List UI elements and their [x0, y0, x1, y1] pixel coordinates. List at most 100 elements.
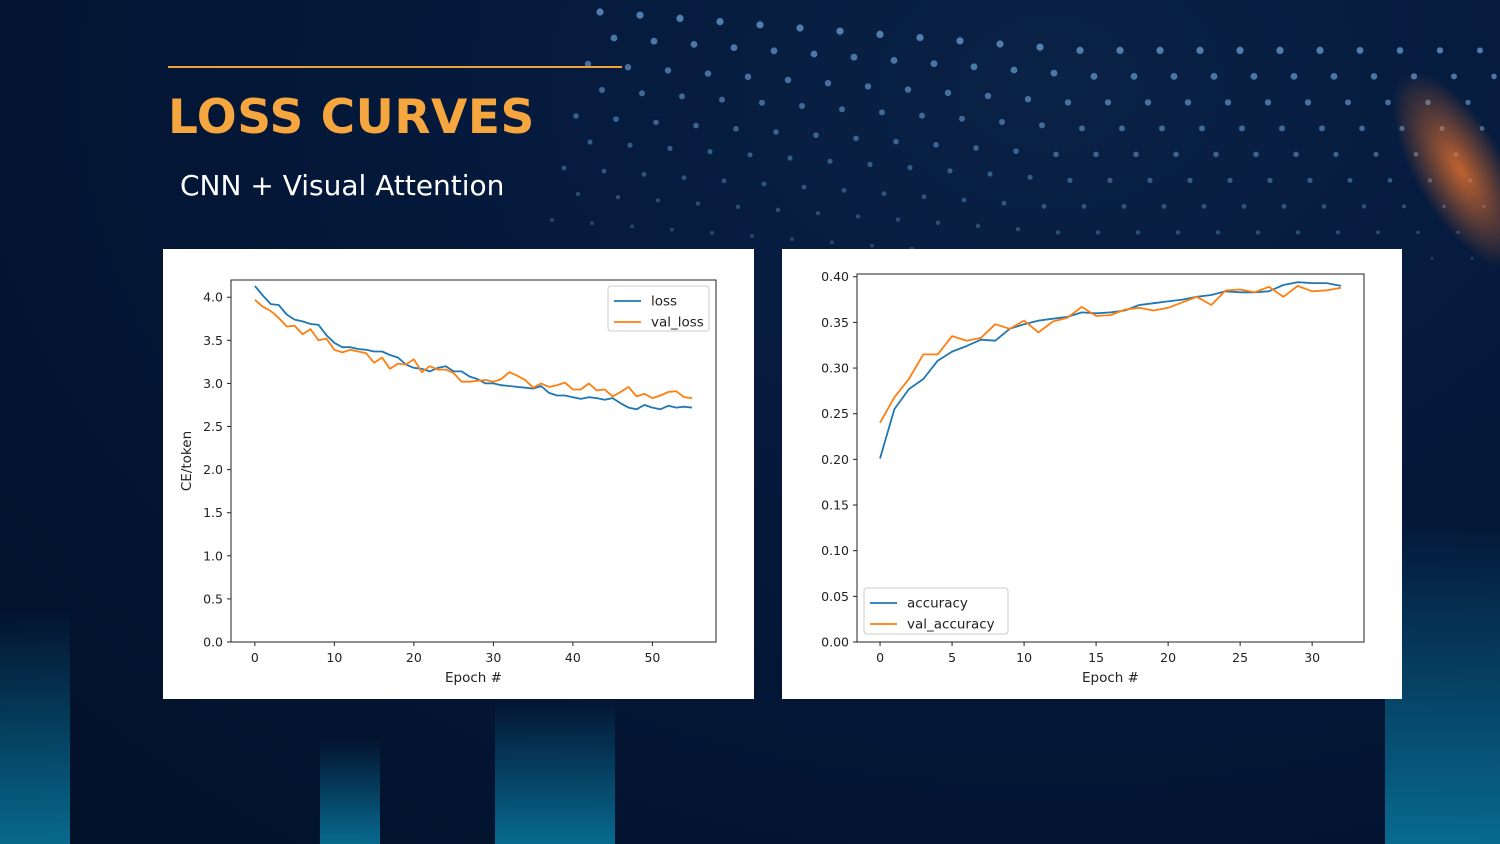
decorative-dot: [1135, 230, 1141, 235]
decorative-dot: [1116, 46, 1124, 55]
decorative-dot: [973, 145, 979, 151]
decorative-dot: [827, 158, 833, 164]
decorative-dot: [1161, 204, 1167, 209]
decorative-dot: [707, 149, 713, 155]
decorative-dot: [624, 63, 632, 71]
decorative-dot: [676, 14, 684, 22]
decorative-dot: [921, 194, 927, 200]
decorative-dot: [750, 234, 754, 238]
decorative-dot: [1055, 230, 1061, 235]
x-axis-label: Epoch #: [1082, 670, 1139, 686]
teal-light-beam: [495, 700, 615, 844]
decorative-dot: [907, 165, 913, 171]
decorative-dot: [1041, 204, 1047, 209]
decorative-dot: [1039, 122, 1045, 129]
decorative-dot: [721, 178, 727, 184]
decorative-dot: [1253, 151, 1259, 158]
series-line-loss: [254, 285, 693, 411]
decorative-dot: [850, 53, 858, 61]
decorative-dot: [870, 243, 874, 248]
decorative-dot: [1373, 151, 1379, 157]
orange-glow: [1392, 72, 1500, 268]
decorative-dot: [655, 198, 661, 203]
x-tick-label: 0: [251, 650, 259, 665]
decorative-dot: [879, 109, 885, 116]
slide-title: LOSS CURVES: [168, 90, 535, 145]
decorative-dot: [1416, 230, 1420, 235]
decorative-dot: [895, 217, 901, 222]
decorative-dot: [573, 113, 579, 119]
decorative-dot: [1396, 47, 1404, 54]
y-tick-label: 3.5: [203, 333, 223, 348]
decorative-dot: [590, 221, 594, 226]
decorative-dot: [853, 135, 859, 142]
decorative-dot: [824, 80, 832, 87]
decorative-dot: [930, 60, 938, 67]
decorative-dot: [1213, 151, 1219, 158]
decorative-dot: [864, 83, 872, 90]
slide-subtitle: CNN + Visual Attention: [180, 169, 505, 202]
decorative-dot: [890, 57, 898, 64]
decorative-dot: [1344, 99, 1352, 106]
x-tick-label: 30: [485, 650, 501, 665]
decorative-dot: [1196, 46, 1204, 55]
decorative-dot: [961, 197, 967, 203]
y-tick-label: 0.35: [821, 315, 849, 330]
y-tick-label: 1.0: [203, 548, 223, 563]
decorative-dot: [615, 195, 621, 200]
decorative-dot: [987, 171, 993, 177]
decorative-dot: [1001, 200, 1007, 206]
decorative-dot: [653, 119, 659, 126]
decorative-dot: [630, 224, 634, 229]
x-tick-label: 20: [1160, 650, 1176, 665]
decorative-dot: [747, 152, 753, 158]
decorative-dot: [1347, 177, 1353, 183]
legend: [863, 587, 1009, 635]
series-line-val_accuracy: [879, 285, 1342, 424]
decorative-dot: [1430, 257, 1434, 260]
y-tick-label: 0.20: [821, 452, 849, 467]
decorative-dot: [1175, 230, 1181, 235]
x-tick-label: 50: [644, 650, 660, 665]
decorative-dot: [919, 112, 925, 119]
decorative-dot: [1090, 73, 1098, 80]
y-tick-label: 0.00: [821, 635, 849, 650]
decorative-dot: [1250, 73, 1258, 80]
decorative-dot: [836, 27, 844, 35]
decorative-dot: [664, 67, 672, 74]
y-axis-label: CE/token: [179, 431, 195, 491]
decorative-dot: [876, 30, 884, 38]
decorative-dot: [970, 63, 978, 71]
decorative-dot: [1159, 125, 1165, 132]
decorative-dot: [773, 129, 779, 135]
decorative-dot: [1279, 125, 1285, 132]
decorative-dot: [667, 145, 673, 151]
decorative-dot: [975, 223, 981, 229]
decorative-dot: [904, 86, 912, 93]
legend-label-val_loss: val_loss: [651, 315, 704, 331]
decorative-dot: [601, 168, 607, 174]
decorative-dot: [1095, 230, 1101, 235]
decorative-dot: [1477, 47, 1483, 54]
decorative-dot: [1319, 125, 1325, 132]
decorative-dot: [759, 99, 765, 106]
legend-label-loss: loss: [651, 294, 677, 310]
decorative-dot: [1239, 125, 1245, 132]
decorative-dot: [796, 24, 804, 32]
decorative-dot: [1215, 230, 1221, 235]
decorative-dot: [799, 103, 805, 109]
x-tick-label: 25: [1232, 650, 1248, 665]
decorative-dot: [1356, 46, 1364, 54]
decorative-dot: [1227, 177, 1233, 183]
decorative-dot: [1121, 204, 1127, 209]
x-tick-label: 30: [1304, 650, 1320, 665]
decorative-dot: [641, 172, 647, 177]
y-tick-label: 1.5: [203, 505, 223, 520]
decorative-dot: [775, 207, 781, 213]
decorative-dot: [959, 115, 965, 122]
decorative-dot: [761, 181, 767, 187]
decorative-dot: [841, 188, 847, 193]
decorative-dot: [1130, 73, 1138, 80]
decorative-dot: [730, 44, 738, 51]
